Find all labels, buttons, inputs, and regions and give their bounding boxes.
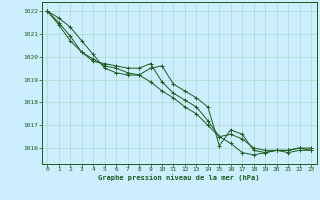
X-axis label: Graphe pression niveau de la mer (hPa): Graphe pression niveau de la mer (hPa) [99,175,260,181]
